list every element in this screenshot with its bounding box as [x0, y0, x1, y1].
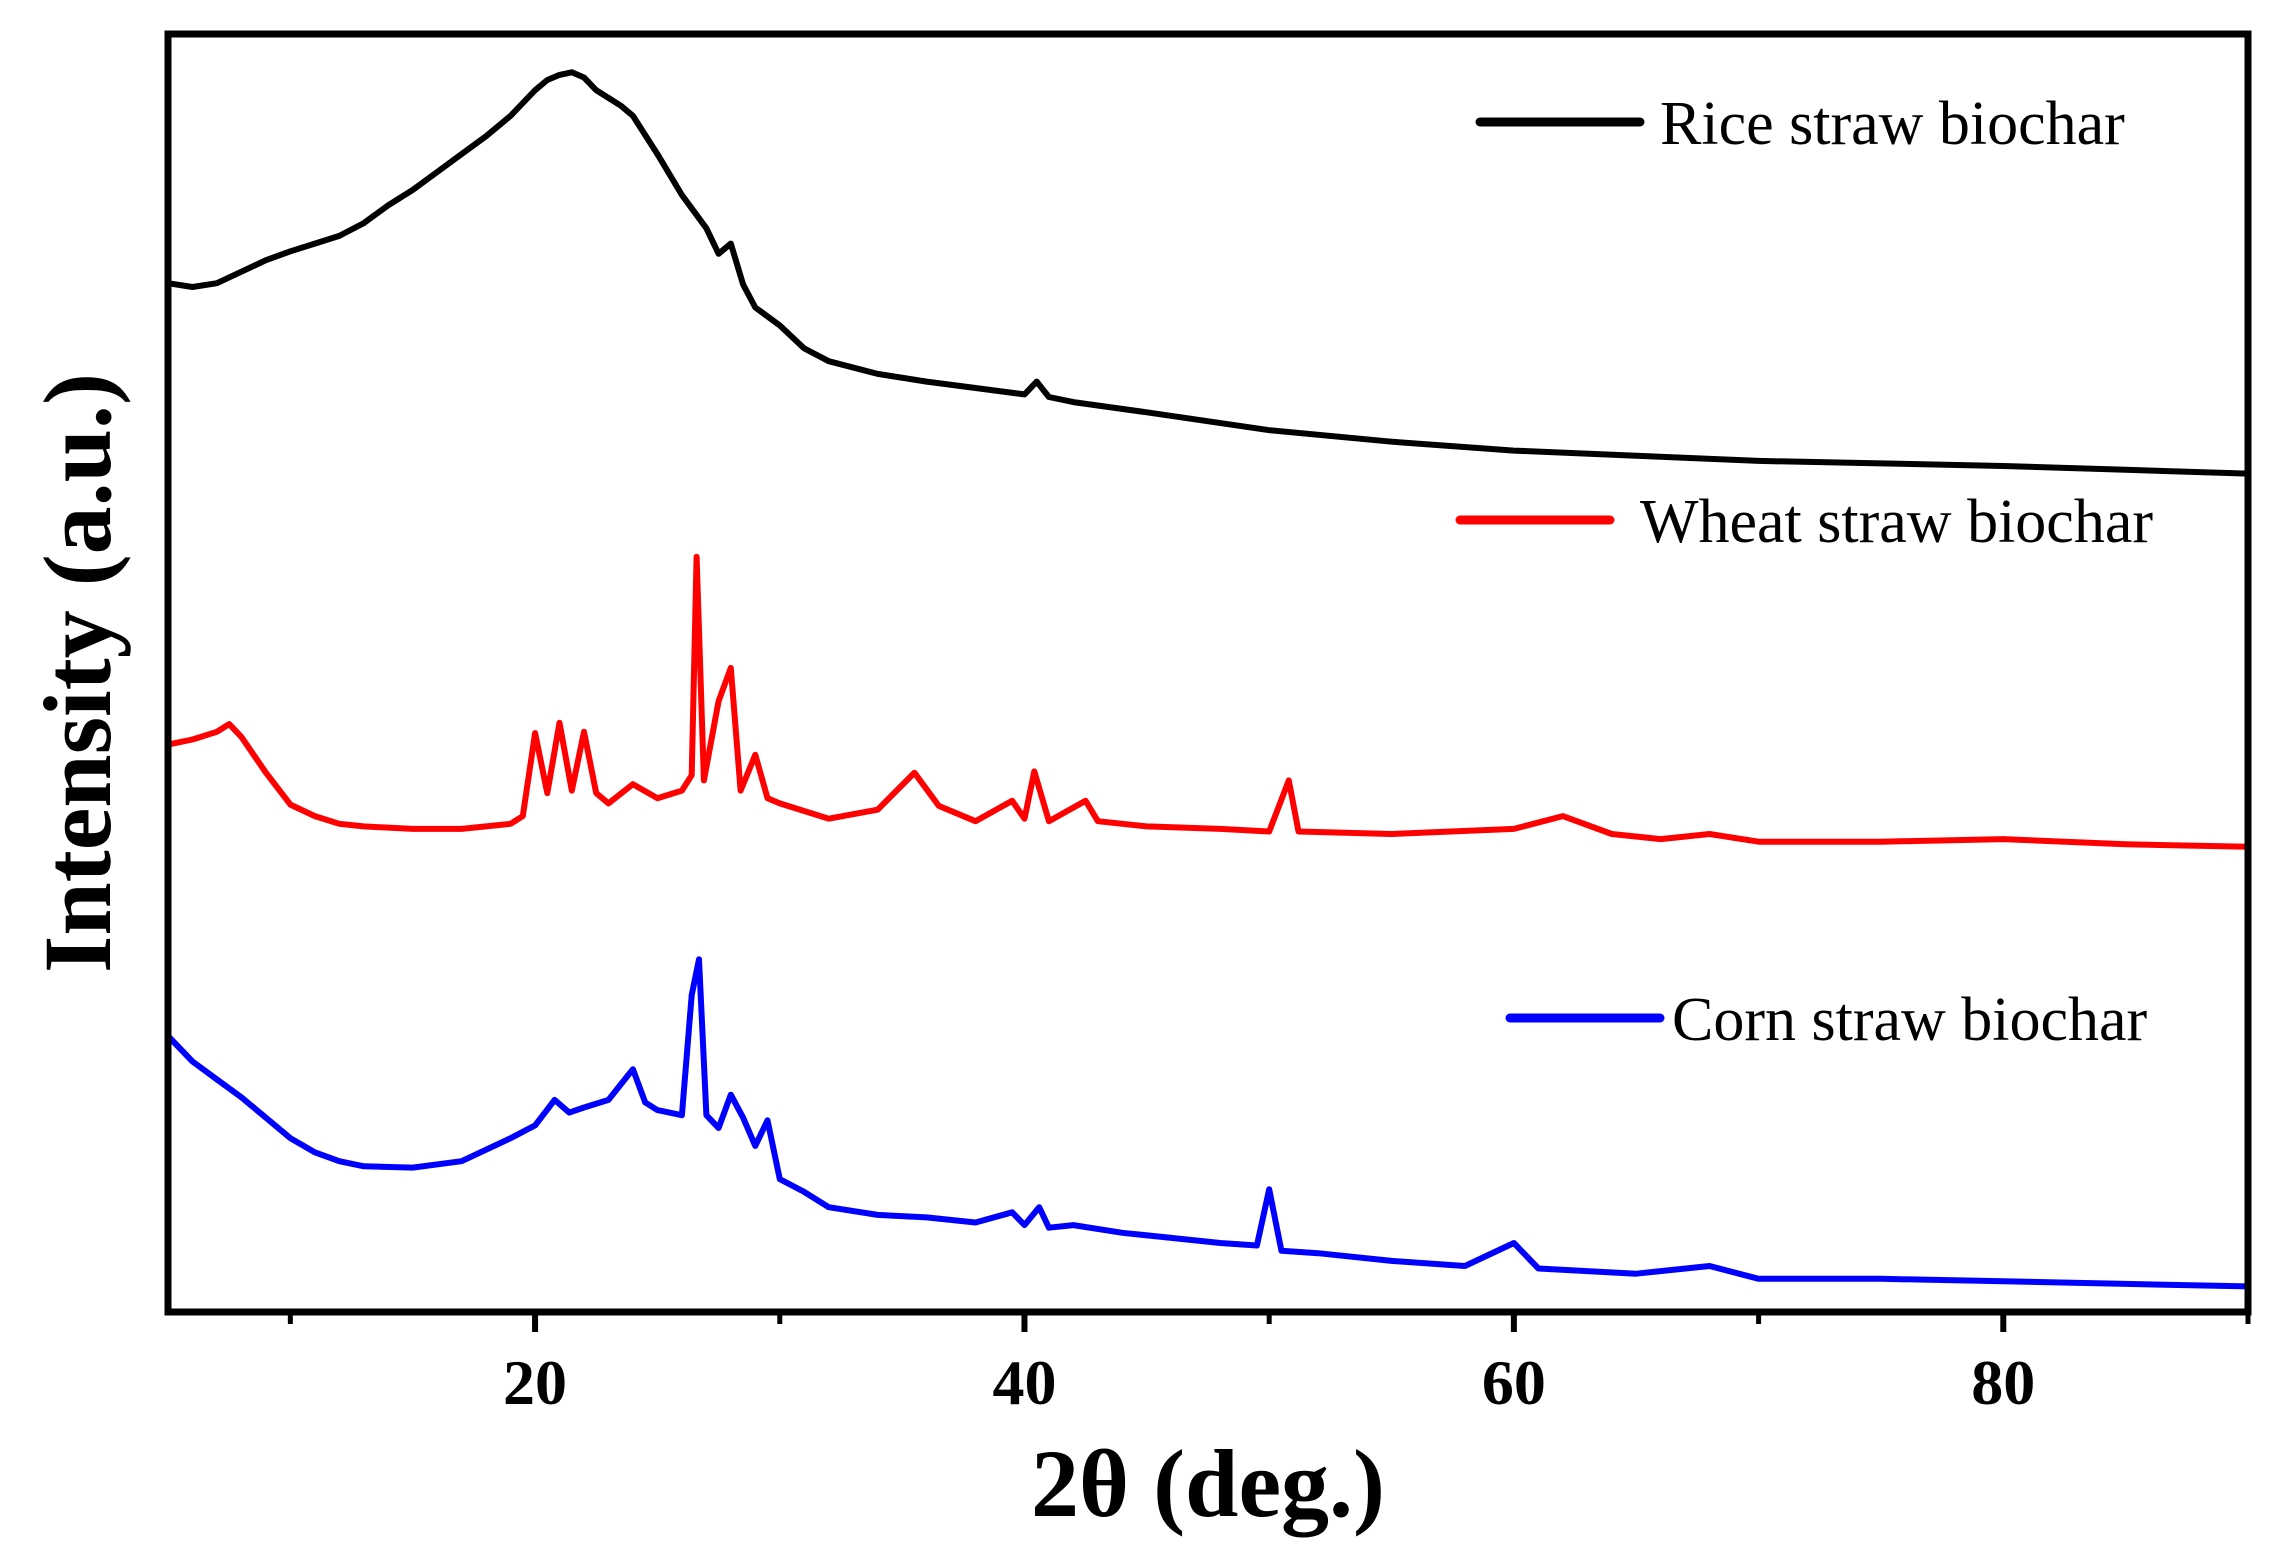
x-ticks: 20 40 60 80 — [287, 1312, 2251, 1418]
y-axis-title: Intensity (a.u.) — [24, 373, 131, 973]
series-line-rice-straw-biochar — [167, 69, 2249, 477]
legend-item-wheat-straw-biochar: Wheat straw biochar — [1455, 488, 2153, 556]
x-tick-label: 80 — [1971, 1347, 2035, 1418]
x-axis-title: 2θ (deg.) — [1031, 1430, 1385, 1537]
legend-label: Rice straw biochar — [1660, 90, 2125, 158]
legend-item-corn-straw-biochar: Corn straw biochar — [1505, 986, 2148, 1054]
plot-frame — [164, 30, 2252, 1316]
series-line-corn-straw-biochar — [165, 956, 2249, 1290]
x-tick-label: 60 — [1482, 1347, 1546, 1418]
legend-label: Corn straw biochar — [1672, 986, 2148, 1054]
series-line-wheat-straw-biochar — [167, 553, 2249, 850]
x-tick-label: 20 — [503, 1347, 567, 1418]
series-layer — [165, 69, 2249, 1290]
legend: Rice straw biochar Wheat straw biochar Cor… — [1455, 90, 2153, 1054]
x-tick-label: 40 — [992, 1347, 1056, 1418]
legend-label: Wheat straw biochar — [1640, 488, 2153, 556]
legend-item-rice-straw-biochar: Rice straw biochar — [1475, 90, 2125, 158]
